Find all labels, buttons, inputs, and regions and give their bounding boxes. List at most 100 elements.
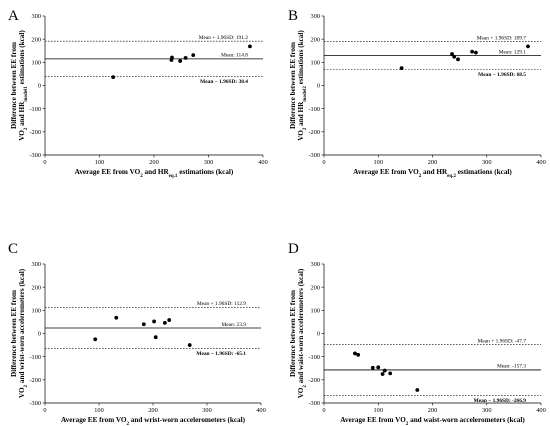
data-point-b [474, 50, 478, 55]
data-point-d [382, 368, 387, 373]
mean-line-label-d: Mean: -157.3 [497, 364, 526, 370]
x-axis-title-a: Average EE from VO2 and HReq.1 estimatio… [75, 168, 234, 179]
x-tick-label-a: 400 [258, 159, 267, 166]
data-point-d [356, 352, 361, 357]
panel-letter-d: D [288, 241, 299, 257]
y-axis-title-line2-a: VO2 and HRmodel1 estimations (kcal) [18, 30, 29, 141]
y-tick-label-d: 200 [311, 284, 320, 291]
x-tick-label-c: 200 [148, 407, 157, 414]
y-tick-label-a: 300 [32, 13, 41, 20]
y-tick-label-c: 0 [38, 331, 41, 338]
x-tick-label-b: 200 [428, 159, 437, 166]
panel-c: C 0 100 200 300 400 -300 -200 -100 0 100 200 300 Mean… [8, 241, 266, 426]
x-tick-label-a: 0 [43, 159, 46, 166]
data-point-c [153, 335, 158, 340]
y-tick-label-b: 200 [311, 36, 320, 43]
x-tick-label-d: 100 [374, 407, 383, 414]
data-point-d [380, 372, 385, 376]
y-axis-title-line1-b: Difference between EE from [289, 42, 297, 129]
y-tick-label-b: 0 [317, 83, 320, 90]
upper-line-label-d: Mean + 1.96SD: -47.7 [478, 338, 527, 344]
x-axis-title-b: Average EE from VO2 and HReq.2 estimatio… [353, 168, 512, 179]
x-tick-label-d: 400 [536, 407, 545, 414]
data-point-a [248, 44, 252, 49]
lower-line-label-b: Mean − 1.96SD: 68.5 [478, 72, 526, 78]
data-point-c [152, 319, 156, 324]
data-point-c [114, 315, 119, 320]
x-tick-label-d: 300 [482, 407, 491, 414]
x-tick-label-b: 0 [322, 159, 325, 166]
y-tick-label-d: -300 [308, 400, 320, 407]
x-tick-label-c: 0 [43, 407, 46, 414]
y-tick-label-b: -100 [308, 106, 320, 113]
data-point-b [450, 52, 454, 56]
panel-letter-a: A [8, 8, 19, 24]
lower-line-label-a: Mean − 1.96SD: 38.4 [200, 79, 248, 85]
data-point-a [178, 59, 183, 63]
y-axis-title-line1-a: Difference between EE from [10, 42, 18, 129]
y-axis-title-line2-d: VO2 and waist-worn accelerometers (kcal) [297, 268, 308, 398]
x-tick-label-c: 100 [94, 407, 103, 414]
x-tick-label-d: 0 [322, 407, 325, 414]
data-point-b [452, 54, 457, 59]
data-point-a [183, 56, 188, 60]
x-tick-label-c: 400 [256, 407, 265, 414]
x-tick-label-b: 400 [536, 159, 545, 166]
data-point-b [456, 57, 460, 62]
data-point-b [526, 44, 530, 49]
y-tick-label-d: -200 [308, 377, 320, 384]
y-tick-label-a: 200 [32, 36, 41, 43]
upper-line-label-a: Mean + 1.96SD: 191.2 [199, 35, 249, 41]
upper-line-label-b: Mean + 1.96SD: 189.7 [477, 35, 527, 41]
lower-line-label-c: Mean − 1.96SD: -65.1 [196, 351, 246, 357]
y-tick-label-b: 100 [311, 59, 320, 66]
y-tick-label-a: 100 [32, 59, 41, 66]
panel-letter-b: B [288, 8, 298, 24]
y-axis-title-line1-c: Difference between EE from [10, 290, 18, 377]
y-tick-label-c: 300 [32, 261, 41, 268]
y-tick-label-c: -200 [29, 377, 41, 384]
y-tick-label-d: 100 [311, 307, 320, 314]
data-point-d [370, 365, 375, 370]
x-tick-label-b: 100 [374, 159, 383, 166]
data-point-a [170, 55, 174, 60]
y-tick-label-d: 0 [317, 331, 320, 338]
y-tick-label-c: 100 [32, 307, 41, 314]
y-axis-title-line2-c: VO2 and wrist-worn accelerometers (kcal) [18, 268, 29, 398]
data-point-c [162, 320, 167, 325]
x-axis-title-c: Average EE from VO2 and wrist-worn accel… [61, 416, 246, 426]
y-tick-label-b: 300 [311, 13, 320, 20]
data-point-c [93, 337, 98, 342]
y-tick-label-a: -100 [29, 106, 41, 113]
y-tick-label-c: -300 [29, 400, 41, 407]
x-tick-label-b: 300 [482, 159, 491, 166]
x-tick-label-c: 300 [202, 407, 211, 414]
upper-line-label-c: Mean + 1.96SD: 112.9 [197, 301, 246, 307]
data-point-b [470, 49, 475, 54]
y-tick-label-c: -100 [29, 354, 41, 361]
panel-b: B 0 100 200 300 400 -300 -200 -100 0 100 200 300 Mean… [288, 8, 546, 179]
data-point-d [376, 365, 381, 370]
x-tick-label-d: 200 [428, 407, 437, 414]
y-tick-label-d: -100 [308, 354, 320, 361]
x-tick-label-a: 100 [95, 159, 104, 166]
y-tick-label-c: 200 [32, 284, 41, 291]
data-point-c [141, 322, 146, 327]
x-axis-title-d: Average EE from VO2 and waist-worn accel… [340, 416, 525, 426]
mean-line-label-b: Mean: 129.1 [499, 49, 527, 55]
mean-line-label-a: Mean: 114.8 [221, 53, 248, 59]
data-point-b [399, 66, 404, 71]
y-tick-label-b: -200 [308, 129, 320, 136]
x-tick-label-a: 300 [204, 159, 213, 166]
panel-a: A 0 100 200 300 400 -300 -200 -100 0 100 200 300 Mean… [8, 8, 268, 179]
y-tick-label-a: 0 [38, 83, 41, 90]
y-axis-title-line1-d: Difference between EE from [289, 290, 297, 377]
y-tick-label-a: -300 [29, 152, 41, 159]
mean-line-label-c: Mean: 23.9 [221, 322, 246, 328]
y-axis-title-line2-b: VO2 and HRmodel2 estimations (kcal) [297, 30, 308, 141]
data-point-c [187, 343, 192, 347]
panel-d: D 0 100 200 300 400 -300 -200 -100 0 100 200 300 Mean… [288, 241, 546, 426]
data-point-d [388, 371, 393, 376]
data-point-c [167, 318, 172, 322]
